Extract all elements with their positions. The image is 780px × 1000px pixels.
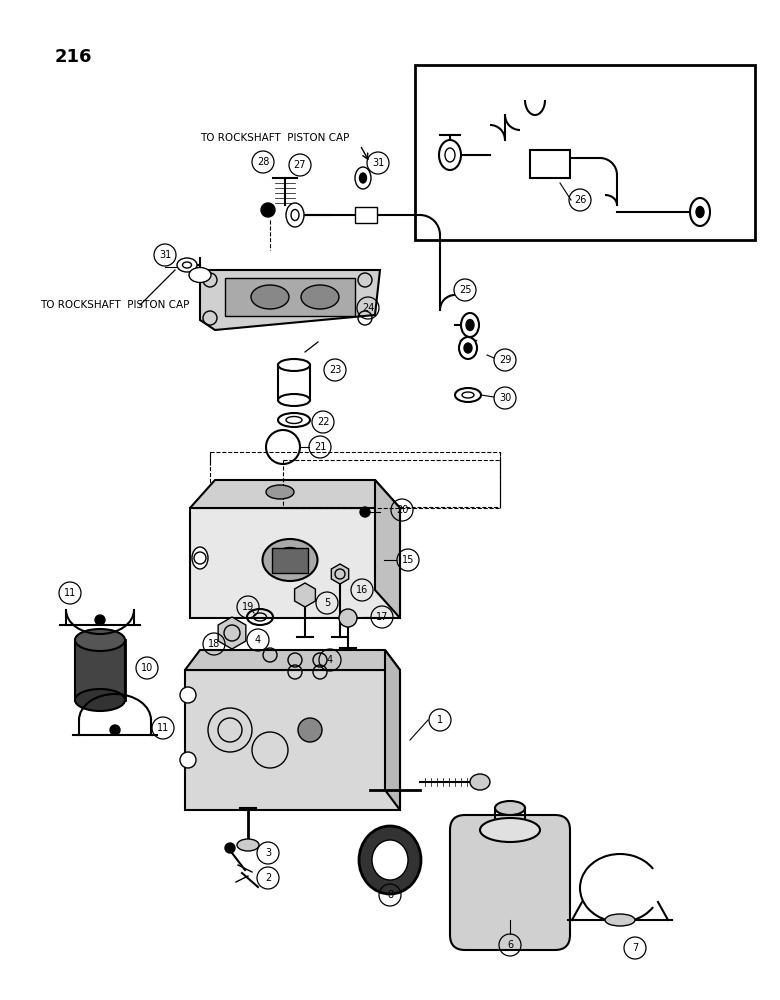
Ellipse shape bbox=[286, 203, 304, 227]
Ellipse shape bbox=[291, 210, 299, 221]
Text: 1: 1 bbox=[437, 715, 443, 725]
Ellipse shape bbox=[439, 140, 461, 170]
Text: TO ROCKSHAFT  PISTON CAP: TO ROCKSHAFT PISTON CAP bbox=[40, 300, 190, 310]
Text: 21: 21 bbox=[314, 442, 326, 452]
Circle shape bbox=[180, 752, 196, 768]
Text: 2: 2 bbox=[265, 873, 271, 883]
Text: 216: 216 bbox=[55, 48, 93, 66]
Ellipse shape bbox=[605, 914, 635, 926]
Text: 6: 6 bbox=[507, 940, 513, 950]
Text: 10: 10 bbox=[141, 663, 153, 673]
Ellipse shape bbox=[461, 313, 479, 337]
Ellipse shape bbox=[278, 394, 310, 406]
Text: 7: 7 bbox=[632, 943, 638, 953]
Ellipse shape bbox=[459, 337, 477, 359]
Text: 23: 23 bbox=[329, 365, 341, 375]
Text: 4: 4 bbox=[327, 655, 333, 665]
Ellipse shape bbox=[372, 840, 408, 880]
Polygon shape bbox=[385, 650, 400, 810]
Ellipse shape bbox=[237, 839, 259, 851]
Text: 22: 22 bbox=[317, 417, 329, 427]
Ellipse shape bbox=[177, 258, 197, 272]
Bar bbox=[272, 548, 308, 573]
Polygon shape bbox=[200, 270, 380, 330]
Ellipse shape bbox=[75, 689, 125, 711]
Circle shape bbox=[261, 203, 275, 217]
Polygon shape bbox=[185, 650, 400, 670]
Ellipse shape bbox=[263, 539, 317, 581]
Text: 11: 11 bbox=[157, 723, 169, 733]
Text: 29: 29 bbox=[499, 355, 511, 365]
Circle shape bbox=[225, 843, 235, 853]
Text: 8: 8 bbox=[387, 890, 393, 900]
Ellipse shape bbox=[466, 320, 474, 330]
Text: 31: 31 bbox=[372, 158, 384, 168]
Circle shape bbox=[110, 725, 120, 735]
Bar bbox=[355, 207, 377, 223]
Ellipse shape bbox=[360, 173, 367, 183]
Ellipse shape bbox=[480, 818, 540, 842]
Ellipse shape bbox=[251, 285, 289, 309]
Text: 26: 26 bbox=[574, 195, 587, 205]
Ellipse shape bbox=[696, 207, 704, 218]
Circle shape bbox=[298, 718, 322, 742]
Text: 24: 24 bbox=[362, 303, 374, 313]
Ellipse shape bbox=[183, 262, 192, 268]
Circle shape bbox=[95, 615, 105, 625]
Circle shape bbox=[180, 687, 196, 703]
Text: 18: 18 bbox=[208, 639, 220, 649]
FancyBboxPatch shape bbox=[450, 815, 570, 950]
Text: 25: 25 bbox=[459, 285, 471, 295]
Bar bbox=[225, 278, 355, 316]
Bar bbox=[75, 640, 125, 700]
Ellipse shape bbox=[359, 826, 421, 894]
Text: 4: 4 bbox=[255, 635, 261, 645]
Text: 3: 3 bbox=[265, 848, 271, 858]
Ellipse shape bbox=[192, 547, 208, 569]
Circle shape bbox=[360, 507, 370, 517]
Polygon shape bbox=[190, 480, 400, 508]
Ellipse shape bbox=[690, 198, 710, 226]
Ellipse shape bbox=[75, 629, 125, 651]
Text: TO ROCKSHAFT  PISTON CAP: TO ROCKSHAFT PISTON CAP bbox=[200, 133, 349, 143]
Ellipse shape bbox=[470, 774, 490, 790]
Bar bbox=[415, 65, 755, 240]
Ellipse shape bbox=[464, 343, 472, 353]
Bar bbox=[190, 508, 400, 618]
Ellipse shape bbox=[339, 609, 357, 627]
Text: 17: 17 bbox=[376, 612, 388, 622]
Text: 20: 20 bbox=[395, 505, 408, 515]
Text: 11: 11 bbox=[64, 588, 76, 598]
Text: 19: 19 bbox=[242, 602, 254, 612]
Text: 27: 27 bbox=[294, 160, 307, 170]
Ellipse shape bbox=[301, 285, 339, 309]
Ellipse shape bbox=[266, 485, 294, 499]
Text: 28: 28 bbox=[257, 157, 269, 167]
Ellipse shape bbox=[445, 148, 455, 162]
Bar bbox=[530, 150, 570, 178]
Text: 15: 15 bbox=[402, 555, 414, 565]
Polygon shape bbox=[375, 480, 400, 618]
Text: 5: 5 bbox=[324, 598, 330, 608]
Text: 30: 30 bbox=[499, 393, 511, 403]
Ellipse shape bbox=[355, 167, 371, 189]
Bar bbox=[210, 452, 500, 507]
Ellipse shape bbox=[278, 359, 310, 371]
Ellipse shape bbox=[495, 801, 525, 815]
Bar bbox=[185, 670, 400, 810]
Ellipse shape bbox=[189, 267, 211, 282]
Text: 16: 16 bbox=[356, 585, 368, 595]
Ellipse shape bbox=[274, 548, 306, 572]
Text: 31: 31 bbox=[159, 250, 171, 260]
